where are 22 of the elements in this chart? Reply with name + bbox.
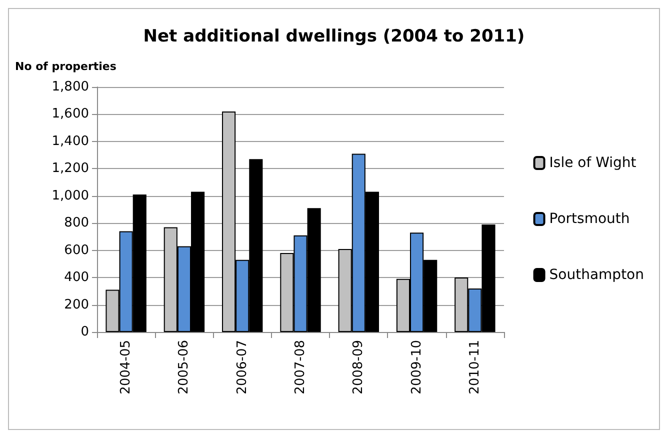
y-tick-label: 1,400 bbox=[52, 134, 89, 149]
chart-title: Net additional dwellings (2004 to 2011) bbox=[143, 26, 525, 46]
y-tick-label: 1,600 bbox=[52, 106, 89, 122]
y-tick-label: 800 bbox=[64, 216, 89, 231]
x-tick-label: 2006-07 bbox=[234, 340, 250, 394]
y-tick-label: 1,200 bbox=[52, 161, 89, 176]
y-tick-label: 1,800 bbox=[52, 80, 89, 94]
y-tick-label: 200 bbox=[64, 297, 89, 312]
x-tick-label: 2010-11 bbox=[467, 340, 482, 394]
y-tick-label: 1,000 bbox=[52, 188, 89, 204]
x-tick-label: 2008-09 bbox=[351, 340, 366, 394]
x-tick-label: 2005-06 bbox=[176, 340, 192, 394]
y-tick-label: 0 bbox=[80, 324, 89, 340]
legend-label: Isle of Wight bbox=[549, 155, 637, 171]
y-tick-label: 400 bbox=[64, 270, 89, 286]
y-tick-label: 600 bbox=[64, 242, 89, 258]
y-axis-title: No of properties bbox=[15, 60, 117, 73]
legend-label: Southampton bbox=[549, 267, 644, 283]
x-tick-label: 2004-05 bbox=[118, 340, 134, 394]
x-tick-label: 2009-10 bbox=[409, 340, 424, 394]
legend-label: Portsmouth bbox=[549, 211, 630, 227]
x-tick-label: 2007-08 bbox=[293, 340, 308, 394]
